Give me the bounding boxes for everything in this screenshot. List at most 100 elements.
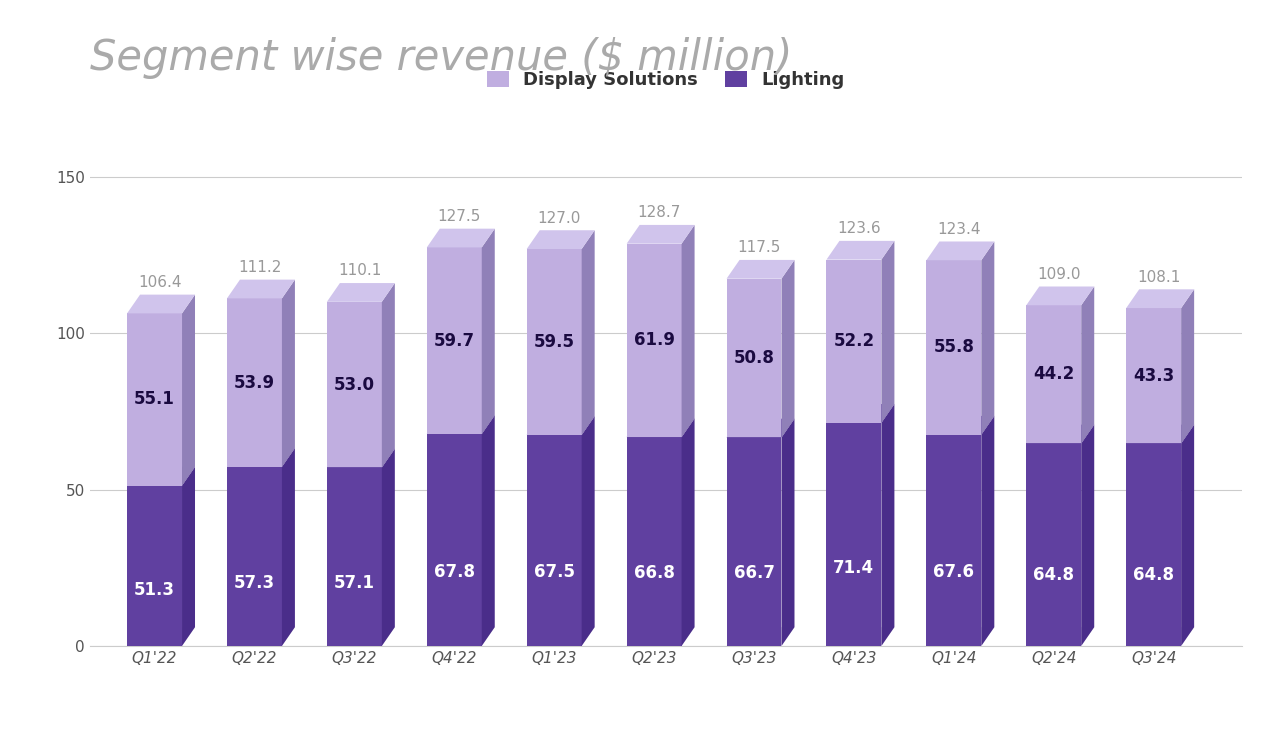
Polygon shape (481, 415, 495, 646)
Text: 44.2: 44.2 (1033, 366, 1074, 383)
Polygon shape (326, 627, 394, 646)
Polygon shape (426, 627, 495, 646)
Text: 117.5: 117.5 (737, 240, 781, 255)
Polygon shape (326, 448, 394, 468)
Polygon shape (727, 279, 782, 437)
Text: 67.5: 67.5 (534, 563, 575, 581)
Polygon shape (182, 294, 195, 486)
Text: 53.9: 53.9 (234, 374, 275, 392)
Polygon shape (782, 260, 795, 437)
Polygon shape (527, 627, 595, 646)
Polygon shape (326, 468, 381, 646)
Polygon shape (1027, 425, 1094, 443)
Polygon shape (927, 435, 982, 646)
Text: 127.5: 127.5 (438, 209, 481, 224)
Polygon shape (1126, 289, 1194, 308)
Polygon shape (727, 437, 782, 646)
Text: 67.6: 67.6 (933, 563, 974, 581)
Polygon shape (326, 283, 394, 302)
Text: 111.2: 111.2 (238, 260, 282, 275)
Polygon shape (627, 244, 681, 437)
Polygon shape (182, 467, 195, 646)
Text: 64.8: 64.8 (1133, 566, 1174, 584)
Text: 50.8: 50.8 (733, 349, 774, 367)
Polygon shape (681, 418, 695, 646)
Polygon shape (627, 225, 695, 244)
Polygon shape (282, 280, 294, 467)
Polygon shape (527, 435, 581, 646)
Legend: Display Solutions, Lighting: Display Solutions, Lighting (480, 64, 851, 97)
Polygon shape (1082, 425, 1094, 646)
Polygon shape (681, 225, 695, 437)
Polygon shape (527, 416, 595, 435)
Text: 61.9: 61.9 (634, 332, 675, 349)
Polygon shape (127, 627, 195, 646)
Polygon shape (1082, 286, 1094, 443)
Polygon shape (1027, 286, 1094, 305)
Polygon shape (727, 627, 795, 646)
Polygon shape (481, 229, 495, 434)
Text: 64.8: 64.8 (1033, 566, 1074, 584)
Text: 52.2: 52.2 (833, 333, 874, 350)
Polygon shape (1181, 289, 1194, 443)
Polygon shape (627, 418, 695, 437)
Text: 53.0: 53.0 (334, 376, 375, 393)
Polygon shape (527, 230, 595, 249)
Text: 109.0: 109.0 (1037, 266, 1080, 282)
Polygon shape (227, 448, 294, 467)
Polygon shape (581, 416, 595, 646)
Text: 127.0: 127.0 (538, 211, 581, 225)
Polygon shape (127, 486, 182, 646)
Polygon shape (426, 434, 481, 646)
Text: 123.6: 123.6 (837, 221, 881, 236)
Polygon shape (627, 437, 681, 646)
Text: 55.8: 55.8 (933, 338, 974, 357)
Text: 108.1: 108.1 (1137, 269, 1180, 285)
Polygon shape (381, 283, 394, 468)
Polygon shape (782, 418, 795, 646)
Polygon shape (982, 416, 995, 646)
Polygon shape (282, 448, 294, 646)
Polygon shape (882, 404, 895, 646)
Text: 128.7: 128.7 (637, 206, 681, 220)
Polygon shape (1126, 425, 1194, 443)
Text: 59.7: 59.7 (434, 332, 475, 349)
Text: 66.7: 66.7 (733, 564, 774, 582)
Text: 57.1: 57.1 (334, 575, 375, 592)
Polygon shape (927, 241, 995, 261)
Polygon shape (882, 241, 895, 423)
Text: 57.3: 57.3 (234, 574, 275, 592)
Polygon shape (727, 418, 795, 437)
Text: Segment wise revenue ($ million): Segment wise revenue ($ million) (90, 37, 792, 79)
Text: 123.4: 123.4 (937, 222, 980, 237)
Polygon shape (1126, 308, 1181, 443)
Polygon shape (1027, 627, 1094, 646)
Text: 67.8: 67.8 (434, 563, 475, 581)
Polygon shape (1181, 425, 1194, 646)
Polygon shape (227, 627, 294, 646)
Polygon shape (927, 416, 995, 435)
Polygon shape (127, 467, 195, 486)
Polygon shape (127, 313, 182, 486)
Polygon shape (127, 294, 195, 313)
Polygon shape (426, 229, 495, 247)
Polygon shape (1126, 443, 1181, 646)
Text: 51.3: 51.3 (134, 581, 175, 599)
Polygon shape (927, 261, 982, 435)
Polygon shape (227, 280, 294, 299)
Text: 110.1: 110.1 (338, 264, 381, 278)
Polygon shape (982, 241, 995, 435)
Text: 59.5: 59.5 (534, 333, 575, 351)
Polygon shape (426, 247, 481, 434)
Polygon shape (581, 230, 595, 435)
Polygon shape (827, 260, 882, 423)
Polygon shape (1027, 305, 1082, 443)
Polygon shape (227, 467, 282, 646)
Polygon shape (326, 302, 381, 468)
Polygon shape (426, 415, 495, 434)
Text: 55.1: 55.1 (134, 390, 175, 409)
Polygon shape (227, 299, 282, 467)
Text: 66.8: 66.8 (634, 564, 675, 582)
Text: 106.4: 106.4 (138, 275, 182, 290)
Polygon shape (827, 423, 882, 646)
